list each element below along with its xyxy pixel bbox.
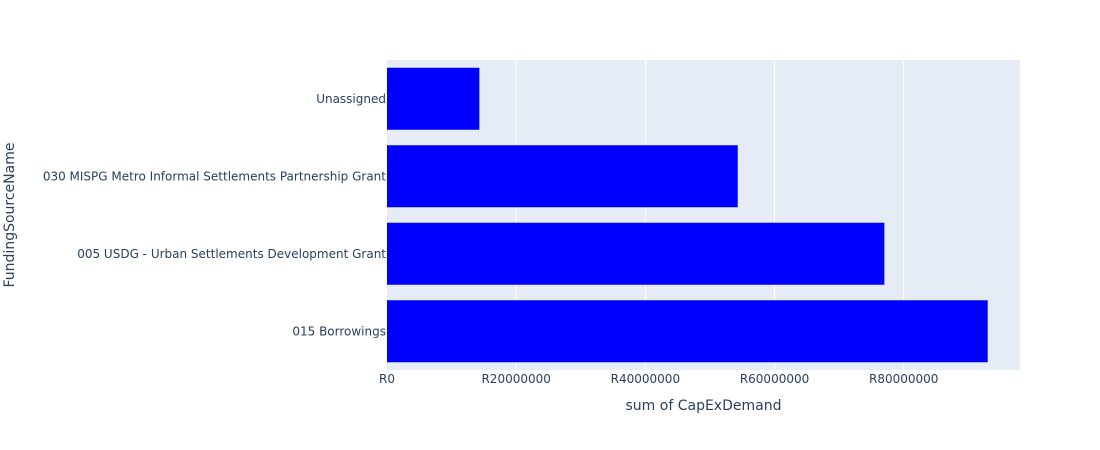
bar[interactable] — [387, 145, 738, 208]
bar[interactable] — [387, 222, 885, 285]
x-tick-label: R0 — [379, 372, 395, 386]
x-axis-title: sum of CapExDemand — [626, 398, 782, 414]
x-tick-label: R20000000 — [481, 372, 550, 386]
bars — [387, 67, 988, 363]
y-axis-title: FundingSourceName — [2, 143, 18, 288]
x-tick-label: R80000000 — [869, 372, 938, 386]
bar[interactable] — [387, 67, 480, 130]
y-tick-label: 015 Borrowings — [292, 324, 386, 338]
y-tick-label: 005 USDG - Urban Settlements Development… — [77, 247, 386, 261]
x-tick-label: R60000000 — [740, 372, 809, 386]
x-axis-ticks: R0 R20000000 R40000000 R60000000 R80000000 — [379, 372, 938, 386]
x-tick-label: R40000000 — [611, 372, 680, 386]
bar[interactable] — [387, 300, 988, 363]
y-tick-label: Unassigned — [316, 92, 386, 106]
y-axis-ticks: Unassigned 030 MISPG Metro Informal Settl… — [43, 92, 386, 339]
y-tick-label: 030 MISPG Metro Informal Settlements Par… — [43, 169, 386, 183]
